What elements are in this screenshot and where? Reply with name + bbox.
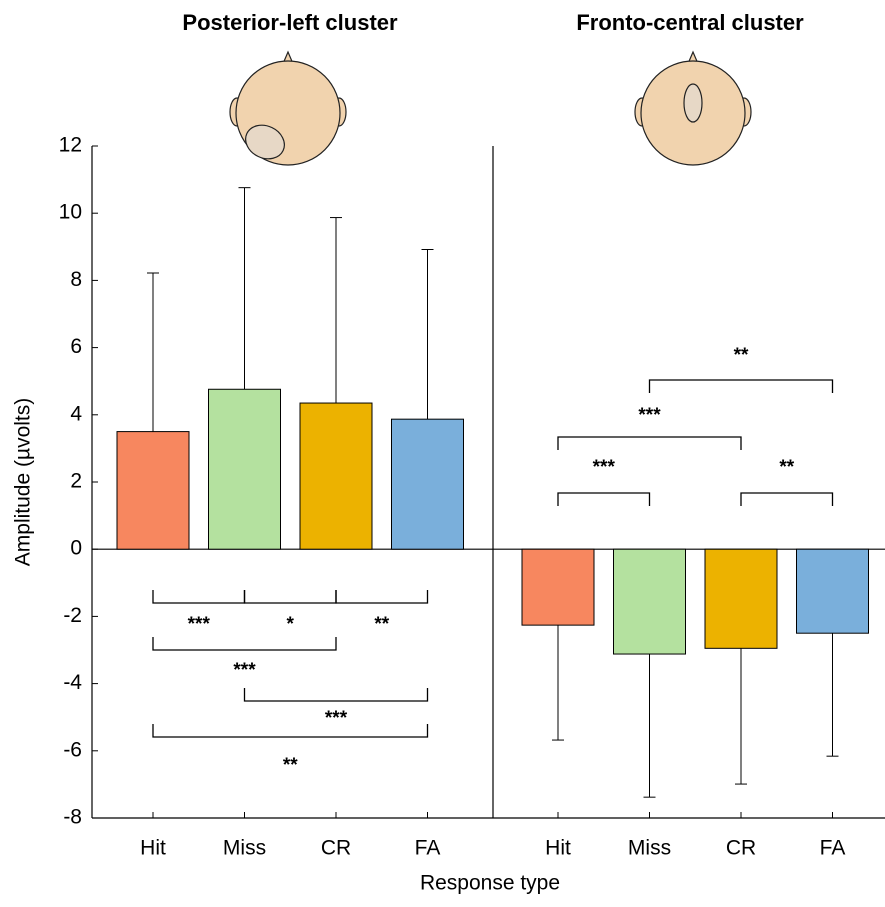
bar bbox=[300, 403, 372, 549]
significance-bracket bbox=[741, 493, 833, 506]
bar bbox=[614, 549, 686, 654]
bar bbox=[522, 549, 594, 625]
significance-label: * bbox=[287, 614, 295, 635]
x-tick-label: Miss bbox=[223, 837, 266, 860]
bar bbox=[209, 389, 281, 549]
x-tick-label: FA bbox=[415, 837, 441, 860]
y-tick-label: 12 bbox=[59, 134, 82, 157]
significance-bracket bbox=[650, 380, 833, 393]
y-tick-label: -2 bbox=[63, 604, 82, 627]
x-tick-label: Hit bbox=[545, 837, 571, 860]
x-tick-label: FA bbox=[820, 837, 846, 860]
significance-label: ** bbox=[283, 755, 298, 776]
y-tick-label: 8 bbox=[70, 268, 82, 291]
significance-label: ** bbox=[374, 614, 389, 635]
significance-label: *** bbox=[188, 614, 211, 635]
y-tick-label: -8 bbox=[63, 806, 82, 829]
significance-label: *** bbox=[233, 660, 256, 681]
bar bbox=[705, 549, 777, 648]
y-tick-label: 2 bbox=[70, 470, 82, 493]
panel-title: Posterior-left cluster bbox=[182, 10, 398, 35]
y-tick-label: -4 bbox=[63, 671, 82, 694]
significance-bracket bbox=[153, 590, 245, 603]
x-tick-label: Miss bbox=[628, 837, 671, 860]
head-icon-right bbox=[635, 52, 751, 165]
significance-bracket bbox=[245, 688, 428, 701]
significance-bracket bbox=[153, 724, 428, 737]
significance-bracket bbox=[558, 437, 741, 450]
bar bbox=[117, 432, 189, 550]
significance-label: *** bbox=[325, 708, 348, 729]
significance-label: *** bbox=[593, 457, 616, 478]
significance-bracket bbox=[153, 637, 336, 650]
significance-bracket bbox=[558, 493, 650, 506]
y-axis-label: Amplitude (µvolts) bbox=[12, 398, 35, 566]
bar bbox=[392, 419, 464, 549]
significance-bracket bbox=[245, 590, 337, 603]
y-tick-label: 6 bbox=[70, 335, 82, 358]
head-icon-left bbox=[230, 52, 346, 165]
bar bbox=[797, 549, 869, 633]
x-tick-label: Hit bbox=[140, 837, 166, 860]
y-tick-label: 0 bbox=[70, 537, 82, 560]
significance-label: ** bbox=[779, 457, 794, 478]
chart: Posterior-left cluster Fronto-central cl… bbox=[0, 0, 885, 902]
y-tick-label: -6 bbox=[63, 738, 82, 761]
y-tick-label: 4 bbox=[70, 402, 82, 425]
y-tick-label: 10 bbox=[59, 201, 82, 224]
significance-label: *** bbox=[638, 405, 661, 426]
significance-bracket bbox=[336, 590, 428, 603]
panel-title: Fronto-central cluster bbox=[576, 10, 804, 35]
x-tick-label: CR bbox=[321, 837, 351, 860]
x-tick-label: CR bbox=[726, 837, 756, 860]
x-axis-label: Response type bbox=[420, 872, 560, 895]
significance-label: ** bbox=[734, 345, 749, 366]
